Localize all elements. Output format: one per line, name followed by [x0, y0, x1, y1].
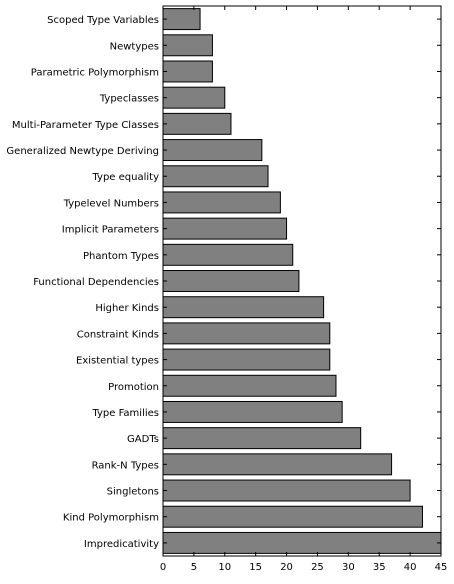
x-tick-label: 35: [373, 562, 386, 573]
bar: [162, 270, 300, 292]
y-tick-label: Multi-Parameter Type Classes: [12, 120, 159, 131]
bar: [162, 112, 232, 135]
y-tick-label: Newtypes: [110, 41, 159, 52]
bar: [162, 191, 281, 214]
bar: [162, 60, 213, 83]
bar: [162, 8, 201, 31]
y-tick-label: Impredicativity: [84, 539, 159, 550]
y-tick-label: Generalized Newtype Deriving: [6, 146, 159, 157]
x-tick-label: 45: [435, 562, 448, 573]
bar: [162, 479, 411, 502]
bar: [162, 453, 393, 476]
y-tick-label: Type equality: [91, 172, 159, 183]
y-tick-label: Functional Dependencies: [33, 277, 159, 288]
x-tick-label: 5: [191, 562, 197, 573]
bar: [162, 296, 325, 319]
x-tick-label: 20: [280, 562, 293, 573]
y-tick-labels: Scoped Type Variables Newtypes Parametric …: [6, 15, 441, 550]
y-tick-label: Typelevel Numbers: [63, 198, 159, 209]
y-tick-label: Type Families: [91, 408, 159, 419]
bar: [162, 374, 337, 397]
x-tick-label: 40: [404, 562, 417, 573]
y-tick-label: Constraint Kinds: [77, 329, 159, 340]
x-tick-label: 30: [342, 562, 355, 573]
bar: [162, 86, 226, 109]
y-tick-label: Rank-N Types: [92, 460, 159, 471]
y-tick-label: GADTs: [127, 434, 159, 445]
plot-frame: [162, 5, 442, 557]
y-tick-label: Typeclasses: [99, 94, 159, 105]
bar: [162, 427, 362, 450]
bar: [162, 322, 331, 345]
y-tick-label: Implicit Parameters: [62, 225, 159, 236]
x-tick-label: 10: [218, 562, 231, 573]
bar: [162, 217, 288, 240]
bar: [162, 505, 423, 528]
x-tick-label: 25: [311, 562, 324, 573]
x-tick-label: 0: [160, 562, 166, 573]
y-tick-label: Singletons: [107, 487, 159, 498]
y-tick-label: Phantom Types: [83, 251, 159, 262]
y-tick-label: Existential types: [76, 356, 159, 367]
y-tick-label: Parametric Polymorphism: [31, 67, 159, 78]
x-axis-ticks: 0 5 10 15 20 25 30 35 40 45: [160, 6, 448, 573]
bar: [162, 34, 213, 57]
bar: [162, 400, 343, 423]
y-tick-label: Higher Kinds: [95, 303, 159, 314]
x-tick-label: 15: [249, 562, 262, 573]
y-tick-label: Promotion: [108, 382, 159, 393]
y-tick-label: Kind Polymorphism: [63, 513, 159, 524]
bars: [162, 8, 442, 554]
bar: [162, 243, 294, 266]
y-tick-label: Scoped Type Variables: [47, 15, 159, 26]
bar: [162, 348, 331, 371]
bar: [162, 139, 263, 162]
bar: [162, 531, 442, 554]
bar: [162, 165, 269, 188]
